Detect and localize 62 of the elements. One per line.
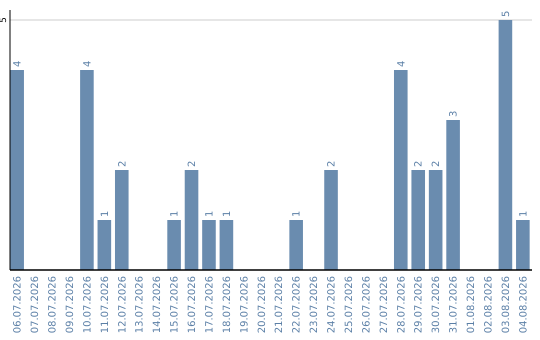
bar [114,170,129,270]
x-tick-label: 09.07.2026 [64,276,76,334]
x-tick-label: 30.07.2026 [431,276,442,334]
x-tick-label: 14.07.2026 [152,276,164,334]
data-label: 2 [326,160,338,167]
data-label: 2 [187,160,198,167]
bar [428,170,442,270]
x-tick-label: 13.07.2026 [134,276,146,334]
data-label: 1 [222,210,233,217]
bar [10,70,24,270]
data-label: 2 [431,160,442,167]
bar [167,220,181,270]
data-label: 4 [12,60,24,67]
x-tick-label: 11.07.2026 [100,276,111,334]
x-tick-label: 10.07.2026 [82,276,94,334]
x-tick-label: 23.07.2026 [309,276,320,334]
x-tick-label: 06.07.2026 [12,276,24,334]
x-tick-label: 03.08.2026 [500,276,512,334]
bar [411,170,426,270]
x-tick-label: 27.07.2026 [378,276,390,334]
x-tick-label: 17.07.2026 [204,276,216,334]
bar [202,220,216,270]
x-tick-label: 01.08.2026 [466,276,478,334]
x-tick-label: 15.07.2026 [170,276,181,334]
bar [289,220,303,270]
data-label: 1 [170,210,181,217]
x-tick-label: 02.08.2026 [483,276,494,334]
x-tick-label: 26.07.2026 [361,276,372,334]
x-tick-label: 29.07.2026 [414,276,425,334]
data-label: 3 [448,110,460,117]
bar [498,20,512,270]
bar [184,170,198,270]
data-label: 4 [82,60,94,67]
x-tick-label: 31.07.2026 [448,276,460,334]
data-label: 4 [396,60,408,67]
bar [324,170,338,270]
x-tick-label: 04.08.2026 [518,276,530,334]
bar [394,70,408,270]
bar [80,70,94,270]
data-label: 5 [500,10,512,17]
x-tick-label: 18.07.2026 [222,276,233,334]
data-label: 1 [292,210,303,217]
bar [98,220,112,270]
x-tick-label: 20.07.2026 [256,276,268,334]
x-tick-label: 16.07.2026 [187,276,198,334]
bar [220,220,234,270]
bar [446,120,460,270]
data-label: 2 [117,160,128,167]
x-tick-label: 19.07.2026 [239,276,250,334]
x-tick-label: 12.07.2026 [117,276,128,334]
x-tick-label: 28.07.2026 [396,276,408,334]
x-tick-label: 08.07.2026 [48,276,59,334]
x-tick-label: 07.07.2026 [30,276,42,334]
data-label: 1 [204,210,216,217]
data-label: 1 [100,210,111,217]
x-tick-label: 24.07.2026 [326,276,338,334]
data-label: 1 [518,210,530,217]
data-label: 2 [414,160,425,167]
x-tick-label: 21.07.2026 [274,276,286,334]
x-tick-label: 25.07.2026 [344,276,355,334]
bar [516,220,530,270]
x-tick-label: 22.07.2026 [292,276,303,334]
